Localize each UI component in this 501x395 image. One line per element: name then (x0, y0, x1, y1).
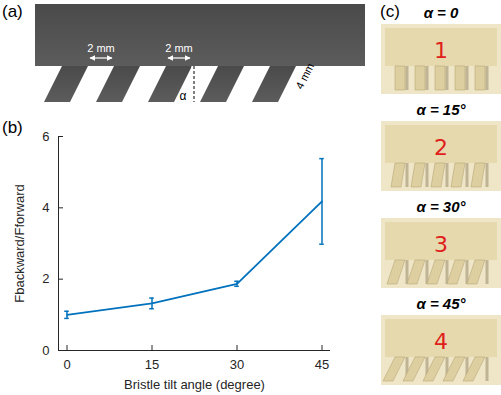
svg-text:Fbackward/Fforward: Fbackward/Fforward (12, 184, 27, 302)
svg-text:4 mm: 4 mm (293, 61, 316, 91)
html-text:(c): (c) (380, 2, 400, 21)
svg-text:2: 2 (42, 271, 49, 286)
svg-text:0: 0 (63, 357, 70, 372)
svg-text:Bristle tilt angle (degree): Bristle tilt angle (degree) (124, 377, 265, 392)
html-text:α = 45°: α = 45° (416, 295, 466, 312)
html-text:(b): (b) (2, 118, 23, 137)
svg-text:3: 3 (434, 232, 448, 257)
svg-text:6: 6 (42, 129, 49, 144)
svg-text:α: α (180, 89, 187, 103)
svg-text:2 mm: 2 mm (87, 42, 115, 54)
svg-text:2: 2 (434, 135, 448, 160)
html-text:(a): (a) (2, 2, 23, 21)
svg-text:15: 15 (145, 357, 159, 372)
svg-text:45: 45 (315, 357, 329, 372)
html-text:α = 0: α = 0 (423, 4, 459, 21)
svg-text:1: 1 (434, 38, 448, 63)
html-text:α = 30°: α = 30° (416, 198, 466, 215)
svg-text:4: 4 (42, 200, 49, 215)
html-text:α = 15°: α = 15° (416, 101, 466, 118)
svg-text:30: 30 (230, 357, 244, 372)
svg-text:0: 0 (42, 343, 49, 358)
svg-text:2 mm: 2 mm (165, 42, 193, 54)
svg-text:4: 4 (434, 329, 448, 354)
